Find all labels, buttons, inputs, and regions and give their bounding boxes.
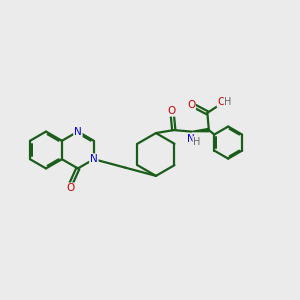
Text: O: O: [66, 183, 75, 193]
Text: N: N: [74, 127, 82, 136]
Polygon shape: [191, 128, 209, 132]
Text: N: N: [187, 134, 195, 144]
Text: H: H: [224, 97, 232, 107]
Text: H: H: [193, 137, 201, 147]
Text: O: O: [218, 97, 226, 107]
Text: O: O: [187, 100, 195, 110]
Text: O: O: [168, 106, 176, 116]
Text: N: N: [90, 154, 98, 164]
